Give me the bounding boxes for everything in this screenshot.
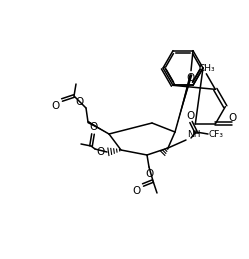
Polygon shape [87, 121, 109, 134]
Text: O: O [133, 186, 141, 196]
Text: O: O [76, 97, 84, 107]
Text: O: O [228, 113, 237, 123]
Polygon shape [175, 74, 192, 132]
Text: CH₃: CH₃ [198, 64, 215, 73]
Text: O: O [187, 111, 195, 121]
Text: O: O [52, 101, 60, 111]
Text: O: O [187, 73, 195, 83]
Text: O: O [97, 147, 105, 157]
Text: NH: NH [187, 130, 200, 139]
Text: O: O [145, 169, 153, 179]
Text: CF₃: CF₃ [209, 130, 224, 139]
Text: O: O [89, 122, 97, 132]
